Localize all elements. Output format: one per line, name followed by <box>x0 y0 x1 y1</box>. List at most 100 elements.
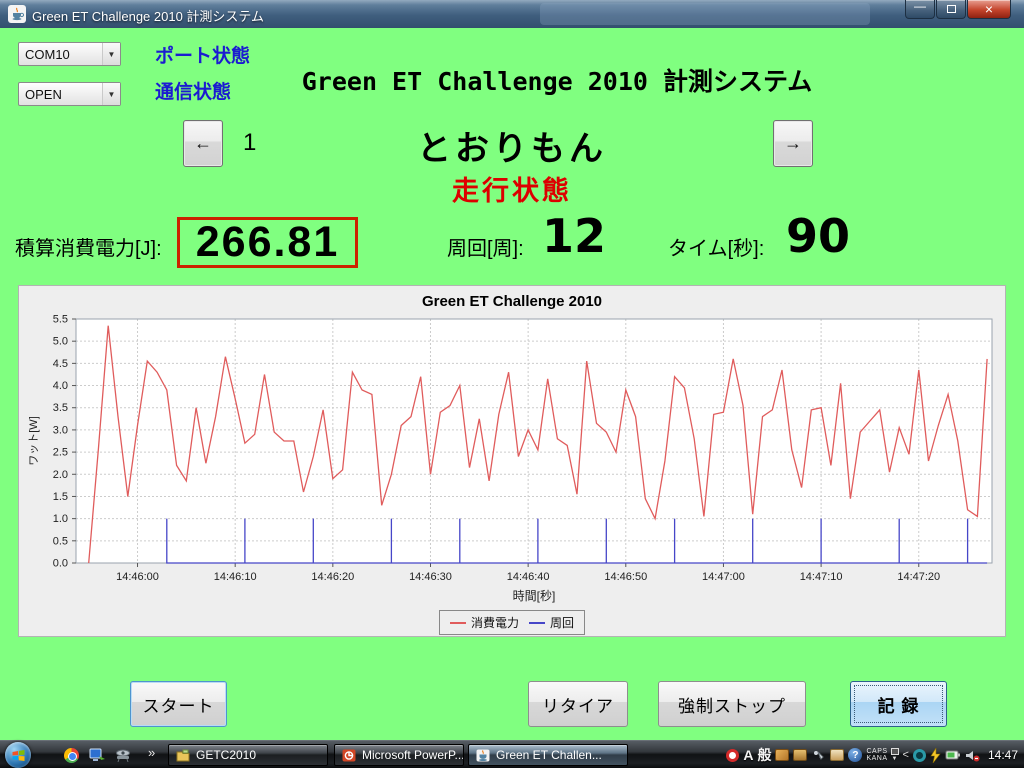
run-status: 走行状態 <box>452 176 572 206</box>
palette-icon[interactable] <box>775 747 790 763</box>
page-title: Green ET Challenge 2010 計測システム <box>301 67 813 96</box>
window-title: Green ET Challenge 2010 計測システム <box>32 9 265 24</box>
time-value: 90 <box>786 209 851 263</box>
energy-label: 積算消費電力[J]: <box>15 238 162 260</box>
dictionary-pad-icon[interactable] <box>830 747 845 763</box>
toolbox-icon[interactable] <box>793 747 808 763</box>
laps-label: 周回[周]: <box>447 238 524 260</box>
legend-power-label: 消費電力 <box>470 616 519 630</box>
energy-value: 266.81 <box>195 218 340 266</box>
comm-status-label: 通信状態 <box>155 82 232 103</box>
vehicle-index: 1 <box>243 129 257 156</box>
svg-text:14:46:00: 14:46:00 <box>116 571 159 583</box>
main-window: COM10 ▼ OPEN ▼ ポート状態 通信状態 Green ET Chall… <box>0 28 1024 740</box>
right-arrow-icon: → <box>784 133 802 153</box>
svg-text:0.0: 0.0 <box>53 558 68 570</box>
prev-vehicle-button[interactable]: ← <box>183 120 223 167</box>
svg-text:14:46:40: 14:46:40 <box>507 571 550 583</box>
com-port-value: COM10 <box>25 46 70 62</box>
start-button-orb[interactable] <box>5 742 31 768</box>
taskbar: » GETC2010 Microsoft PowerP... Gr <box>0 740 1024 768</box>
legend-item-lap: 周回 <box>529 614 574 631</box>
system-tray: A 般 ? CAPS KANA ▼ < <box>726 741 1024 768</box>
chart-title: Green ET Challenge 2010 <box>421 293 603 310</box>
chrome-icon[interactable] <box>62 746 80 764</box>
maximize-button[interactable] <box>936 0 966 19</box>
start-button[interactable]: スタート <box>130 681 227 727</box>
svg-text:3.0: 3.0 <box>53 424 68 436</box>
powerpoint-icon <box>342 749 356 761</box>
svg-text:14:47:00: 14:47:00 <box>702 571 745 583</box>
force-stop-button[interactable]: 強制ストップ <box>658 681 806 727</box>
teal-circle-icon[interactable] <box>912 747 926 763</box>
folder-icon <box>176 749 190 761</box>
retire-button-label: リタイア <box>542 696 614 716</box>
time-label: タイム[秒]: <box>668 238 765 260</box>
ime-han-indicator[interactable]: 般 <box>757 747 772 763</box>
ime-a-indicator[interactable]: A <box>743 747 754 763</box>
chart-x-axis-label: 時間[秒] <box>512 589 556 603</box>
taskbar-item-powerpoint[interactable]: Microsoft PowerP... <box>334 744 464 766</box>
svg-text:ワット[W]: ワット[W] <box>28 416 40 466</box>
port-status-label: ポート状態 <box>155 46 251 67</box>
background-window-titlebar <box>540 3 870 25</box>
windows-flag-icon <box>12 749 24 761</box>
svg-text:2.0: 2.0 <box>53 469 68 481</box>
next-vehicle-button[interactable]: → <box>773 120 813 167</box>
svg-text:14:47:20: 14:47:20 <box>897 571 940 583</box>
red-circle-icon[interactable] <box>726 747 740 763</box>
svg-text:14:46:20: 14:46:20 <box>311 571 354 583</box>
taskbar-item-getc2010[interactable]: GETC2010 <box>168 744 328 766</box>
svg-text:4.5: 4.5 <box>53 358 68 370</box>
record-button[interactable]: 記 録 <box>850 681 947 727</box>
chevron-down-icon: ▼ <box>102 43 120 65</box>
svg-text:3.5: 3.5 <box>53 402 68 414</box>
svg-text:1.5: 1.5 <box>53 491 68 503</box>
force-stop-button-label: 強制ストップ <box>678 696 786 716</box>
start-button-label: スタート <box>142 696 215 716</box>
taskbar-clock[interactable]: 14:47 <box>987 748 1018 762</box>
legend-item-power: 消費電力 <box>449 614 519 631</box>
legend-lap-label: 周回 <box>550 616 575 630</box>
energy-value-box: 266.81 <box>177 217 358 268</box>
com-port-select[interactable]: COM10 ▼ <box>18 42 121 66</box>
record-button-label: 記 録 <box>877 696 920 716</box>
tray-collapse-chevron[interactable]: < <box>902 749 909 761</box>
chevron-down-icon: ▼ <box>102 83 120 105</box>
close-button[interactable]: × <box>967 0 1011 19</box>
taskbar-item-label: Green ET Challen... <box>496 748 602 762</box>
ime-tools-icon[interactable] <box>811 747 826 763</box>
kana-label: KANA <box>866 755 888 762</box>
svg-text:0.5: 0.5 <box>53 535 68 547</box>
lightning-bolt-icon[interactable] <box>930 747 941 763</box>
java-icon <box>476 749 490 761</box>
projector-device-icon[interactable] <box>114 746 132 764</box>
svg-text:2.5: 2.5 <box>53 447 68 459</box>
chart-legend: 消費電力 周回 <box>19 610 1005 635</box>
svg-text:14:46:10: 14:46:10 <box>214 571 257 583</box>
window-titlebar: Green ET Challenge 2010 計測システム — × <box>0 0 1024 28</box>
taskbar-item-green-et[interactable]: Green ET Challen... <box>468 744 628 766</box>
svg-text:5.0: 5.0 <box>53 336 68 348</box>
laps-value: 12 <box>542 209 607 263</box>
svg-text:14:46:50: 14:46:50 <box>604 571 647 583</box>
muted-speaker-icon[interactable] <box>965 747 980 763</box>
ime-caps-kana-indicator[interactable]: CAPS KANA ▼ <box>866 747 899 763</box>
chart-panel: Green ET Challenge 2010 0.0 0.5 1.0 1.5 2.0 2… <box>18 285 1006 637</box>
power-series-swatch <box>449 621 466 624</box>
java-app-icon <box>8 5 26 23</box>
remote-desktop-icon[interactable] <box>88 746 106 764</box>
svg-text:5.5: 5.5 <box>53 314 68 326</box>
minimize-button[interactable]: — <box>905 0 935 19</box>
ime-window-icon <box>890 747 899 755</box>
help-icon[interactable]: ? <box>848 747 863 763</box>
retire-button[interactable]: リタイア <box>528 681 628 727</box>
taskbar-item-label: GETC2010 <box>196 748 257 762</box>
chevron-down-icon: ▼ <box>891 755 898 762</box>
caps-label: CAPS <box>866 748 888 755</box>
battery-icon[interactable] <box>945 747 961 763</box>
left-arrow-icon: ← <box>194 133 212 153</box>
quick-launch-overflow-chevron[interactable]: » <box>148 745 156 760</box>
open-state-select[interactable]: OPEN ▼ <box>18 82 121 106</box>
